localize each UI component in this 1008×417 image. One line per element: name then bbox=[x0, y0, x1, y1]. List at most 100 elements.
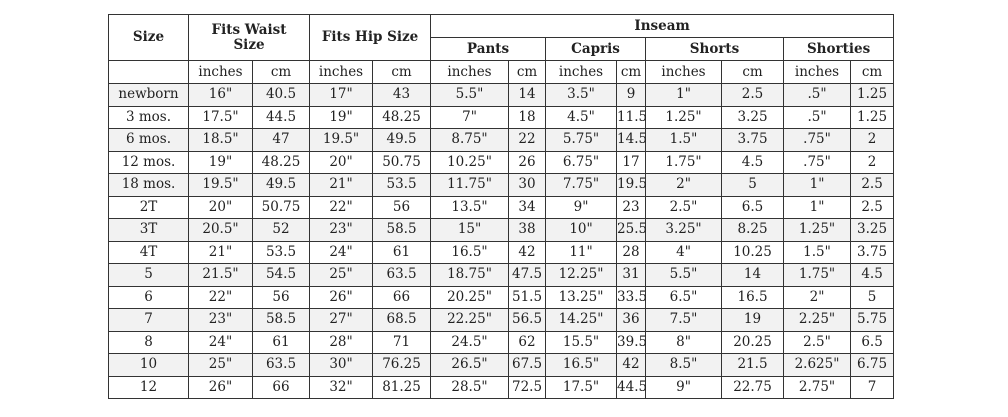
unit-header-cm: cm bbox=[372, 60, 432, 84]
unit-header-row: inches cm inches cm inches cm inches cm inches cm… bbox=[108, 60, 895, 84]
value-cell: 66 bbox=[251, 375, 311, 399]
value-cell: 19.5 bbox=[616, 173, 647, 197]
header-waist: Fits Waist Size bbox=[187, 14, 311, 61]
size-cell: 5 bbox=[108, 263, 189, 287]
size-cell: 12 mos. bbox=[108, 150, 189, 174]
value-cell: 13.25" bbox=[545, 285, 618, 309]
value-cell: 44.5 bbox=[616, 375, 647, 399]
value-cell: 47 bbox=[251, 128, 311, 152]
value-cell: 9" bbox=[645, 375, 723, 399]
value-cell: 20" bbox=[188, 195, 253, 219]
value-cell: 14 bbox=[721, 263, 785, 287]
value-cell: 2.25" bbox=[783, 308, 852, 332]
value-cell: 52 bbox=[251, 218, 311, 242]
value-cell: 14.25" bbox=[545, 308, 618, 332]
value-cell: 25" bbox=[188, 353, 253, 377]
value-cell: 27" bbox=[309, 308, 374, 332]
value-cell: 1" bbox=[783, 173, 852, 197]
value-cell: .75" bbox=[783, 150, 852, 174]
value-cell: 30" bbox=[309, 353, 374, 377]
value-cell: 1.25 bbox=[850, 83, 895, 107]
value-cell: 67.5 bbox=[508, 353, 547, 377]
value-cell: 76.25 bbox=[372, 353, 432, 377]
value-cell: 6.75 bbox=[850, 353, 895, 377]
value-cell: 21" bbox=[309, 173, 374, 197]
value-cell: 2" bbox=[645, 173, 723, 197]
size-cell: 12 bbox=[108, 375, 189, 399]
value-cell: 20" bbox=[309, 150, 374, 174]
value-cell: 1" bbox=[645, 83, 723, 107]
size-cell: 3T bbox=[108, 218, 189, 242]
value-cell: 3.25 bbox=[850, 218, 895, 242]
table-row: 5 21.5" 54.5 25" 63.5 18.75" 47.5 12.25" 31 5.5" 1… bbox=[108, 263, 895, 287]
value-cell: 61 bbox=[372, 240, 432, 264]
value-cell: 49.5 bbox=[372, 128, 432, 152]
value-cell: 6.5 bbox=[721, 195, 785, 219]
unit-header-cm: cm bbox=[850, 60, 895, 84]
value-cell: 5 bbox=[721, 173, 785, 197]
value-cell: 28 bbox=[616, 240, 647, 264]
value-cell: 1.75" bbox=[645, 150, 723, 174]
table-row: 3 mos. 17.5" 44.5 19" 48.25 7" 18 4.5" 11.5 1.25"… bbox=[108, 105, 895, 129]
unit-header-cm: cm bbox=[508, 60, 547, 84]
value-cell: 28.5" bbox=[430, 375, 510, 399]
value-cell: 2.5 bbox=[721, 83, 785, 107]
value-cell: 22" bbox=[188, 285, 253, 309]
value-cell: 33.5 bbox=[616, 285, 647, 309]
unit-header-inches: inches bbox=[545, 60, 618, 84]
value-cell: 2 bbox=[850, 150, 895, 174]
value-cell: 8.75" bbox=[430, 128, 510, 152]
table-row: 10 25" 63.5 30" 76.25 26.5" 67.5 16.5" 42 8.5" 21.… bbox=[108, 353, 895, 377]
value-cell: 7 bbox=[850, 375, 895, 399]
table-row: 12 26" 66 32" 81.25 28.5" 72.5 17.5" 44.5 9" 22.75… bbox=[108, 375, 895, 399]
value-cell: 22" bbox=[309, 195, 374, 219]
value-cell: 28" bbox=[309, 330, 374, 354]
value-cell: 16" bbox=[188, 83, 253, 107]
value-cell: 6.5" bbox=[645, 285, 723, 309]
value-cell: 66 bbox=[372, 285, 432, 309]
table-row: 8 24" 61 28" 71 24.5" 62 15.5" 39.5 8" 20.25 2.5" 6.… bbox=[108, 330, 895, 354]
unit-header-cm: cm bbox=[721, 60, 785, 84]
value-cell: 36 bbox=[616, 308, 647, 332]
value-cell: 19.5" bbox=[309, 128, 374, 152]
header-pants: Pants bbox=[430, 37, 547, 61]
value-cell: 19" bbox=[188, 150, 253, 174]
table-row: 2T 20" 50.75 22" 56 13.5" 34 9" 23 2.5" 6.5 1" 2.5 bbox=[108, 195, 895, 219]
size-cell: 7 bbox=[108, 308, 189, 332]
value-cell: 24" bbox=[309, 240, 374, 264]
value-cell: 25" bbox=[309, 263, 374, 287]
table-row: 7 23" 58.5 27" 68.5 22.25" 56.5 14.25" 36 7.5" 19 2… bbox=[108, 308, 895, 332]
header-size: Size bbox=[108, 14, 189, 61]
value-cell: 42 bbox=[616, 353, 647, 377]
value-cell: 6.5 bbox=[850, 330, 895, 354]
table-row: 3T 20.5" 52 23" 58.5 15" 38 10" 25.5 3.25" 8.25 1.2… bbox=[108, 218, 895, 242]
value-cell: 7" bbox=[430, 105, 510, 129]
value-cell: 3.75 bbox=[850, 240, 895, 264]
value-cell: 3.25" bbox=[645, 218, 723, 242]
header-hip: Fits Hip Size bbox=[309, 14, 432, 61]
value-cell: 24.5" bbox=[430, 330, 510, 354]
value-cell: 38 bbox=[508, 218, 547, 242]
header-inseam: Inseam bbox=[430, 14, 895, 38]
unit-header-inches: inches bbox=[188, 60, 253, 84]
value-cell: 1.25" bbox=[645, 105, 723, 129]
value-cell: 4.5 bbox=[850, 263, 895, 287]
value-cell: 9 bbox=[616, 83, 647, 107]
value-cell: 5.5" bbox=[645, 263, 723, 287]
value-cell: 15" bbox=[430, 218, 510, 242]
value-cell: 6.75" bbox=[545, 150, 618, 174]
table-body: newborn 16" 40.5 17" 43 5.5" 14 3.5" 9 1" 2.5.5" 1.… bbox=[108, 83, 895, 399]
value-cell: 5.5" bbox=[430, 83, 510, 107]
value-cell: 4.5" bbox=[545, 105, 618, 129]
value-cell: 7.75" bbox=[545, 173, 618, 197]
value-cell: 10" bbox=[545, 218, 618, 242]
size-cell: 4T bbox=[108, 240, 189, 264]
value-cell: 26" bbox=[188, 375, 253, 399]
value-cell: 23 bbox=[616, 195, 647, 219]
value-cell: 48.25 bbox=[251, 150, 311, 174]
value-cell: 68.5 bbox=[372, 308, 432, 332]
value-cell: 2.625" bbox=[783, 353, 852, 377]
value-cell: 17.5" bbox=[545, 375, 618, 399]
table-row: 18 mos. 19.5" 49.5 21" 53.5 11.75" 30 7.75" 19.5… bbox=[108, 173, 895, 197]
value-cell: 2 bbox=[850, 128, 895, 152]
